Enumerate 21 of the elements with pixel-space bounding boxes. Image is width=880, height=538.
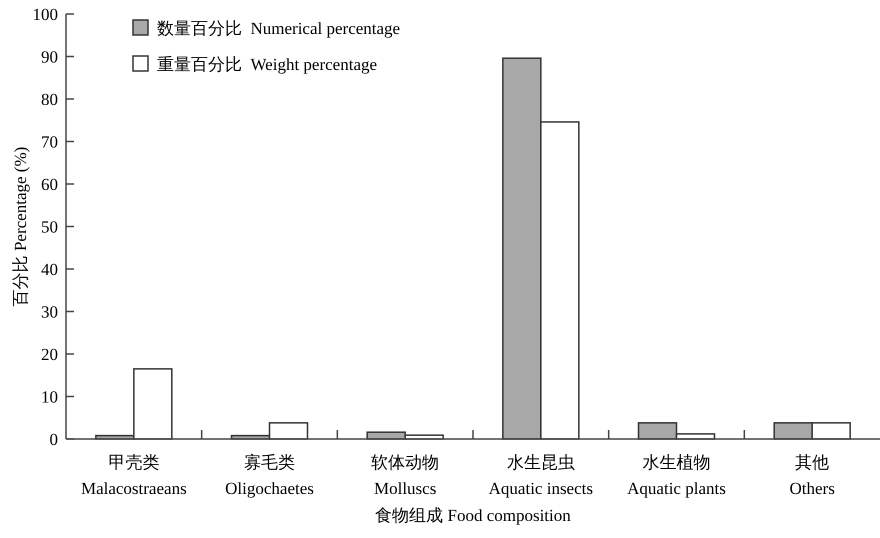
x-tick-label: 其他 Others	[790, 453, 835, 498]
y-tick-label: 10	[41, 388, 58, 406]
y-tick-label: 0	[50, 430, 58, 449]
y-tick-label: 70	[41, 132, 58, 152]
y-tick-label: 90	[41, 48, 58, 66]
y-axis-title: 百分比 Percentage (%)	[11, 146, 30, 306]
y-tick-label: 60	[41, 175, 58, 194]
legend-label: 数量百分比 Numerical percentage	[157, 19, 400, 38]
x-tick-label: 水生昆虫 Aquatic insects	[488, 453, 594, 498]
x-tick-label: 甲壳类 Malacostraeans	[80, 453, 187, 498]
y-tick-label: 30	[41, 302, 58, 322]
y-tick-label: 50	[41, 218, 58, 236]
x-axis-title: 食物组成 Food composition	[375, 506, 572, 525]
y-tick-label: 40	[41, 260, 58, 279]
x-tick-label: 软体动物 Molluscs	[371, 453, 440, 498]
legend-label: 重量百分比 Weight percentage	[157, 55, 378, 74]
y-tick-label: 20	[41, 345, 58, 364]
x-tick-label: 寡毛类 Oligochaetes	[225, 453, 314, 498]
x-tick-label: 水生植物 Aquatic plants	[627, 453, 726, 498]
y-tick-label: 100	[32, 5, 58, 24]
y-tick-label: 80	[41, 90, 58, 109]
